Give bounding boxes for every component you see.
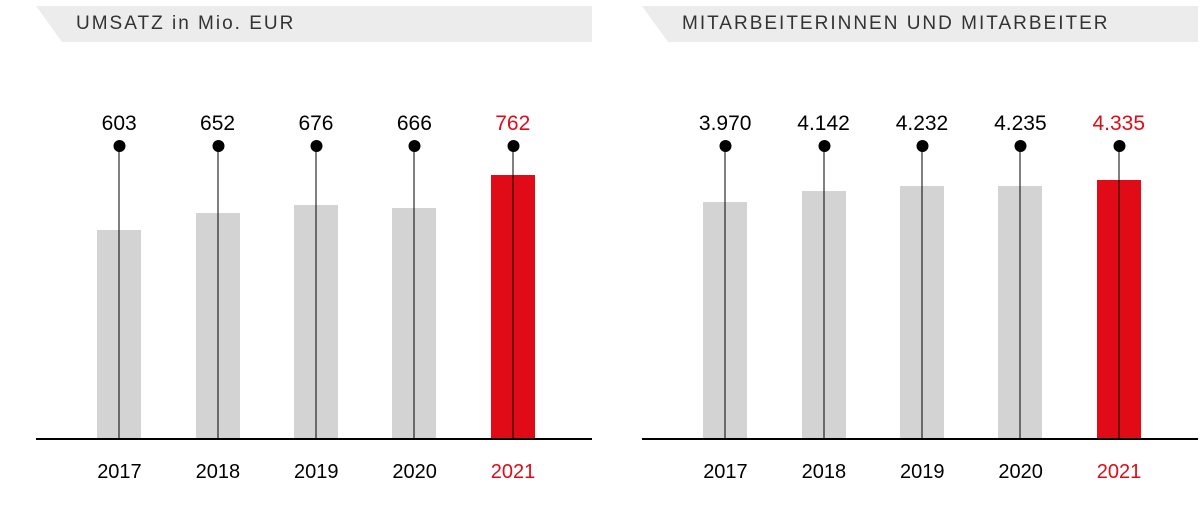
pin-dot-icon bbox=[916, 140, 928, 152]
chart-bars: 603 652 676 666 bbox=[50, 92, 582, 440]
pin-dot-icon bbox=[114, 140, 126, 152]
charts-container: UMSATZ in Mio. EUR 603 652 676 bbox=[0, 0, 1200, 518]
chart-title-banner: UMSATZ in Mio. EUR bbox=[36, 6, 592, 42]
chart-x-labels: 2017 2018 2019 2020 2021 bbox=[656, 461, 1188, 484]
chart-baseline bbox=[642, 438, 1198, 440]
x-axis-label: 2020 bbox=[998, 461, 1042, 484]
pin-dot-icon bbox=[720, 140, 732, 152]
bar-value-label: 666 bbox=[397, 112, 432, 136]
bar-value-label: 4.335 bbox=[1092, 112, 1145, 136]
value-pin bbox=[725, 146, 726, 440]
x-axis-label: 2019 bbox=[900, 461, 944, 484]
chart-plot-area: 3.970 4.142 4.232 4.235 bbox=[656, 92, 1188, 440]
bar-group: 4.335 bbox=[1097, 92, 1141, 440]
pin-dot-icon bbox=[1113, 140, 1125, 152]
pin-dot-icon bbox=[409, 140, 421, 152]
x-axis-label: 2019 bbox=[294, 461, 338, 484]
pin-dot-icon bbox=[1015, 140, 1027, 152]
bar-value-label: 652 bbox=[200, 112, 235, 136]
bar-group: 652 bbox=[196, 92, 240, 440]
x-axis-label: 2018 bbox=[196, 461, 240, 484]
bar-group: 676 bbox=[294, 92, 338, 440]
x-axis-label: 2020 bbox=[392, 461, 436, 484]
chart-title: MITARBEITERINNEN UND MITARBEITER bbox=[682, 13, 1109, 35]
bar-group: 4.142 bbox=[802, 92, 846, 440]
chart-mitarbeiter: MITARBEITERINNEN UND MITARBEITER 3.970 4… bbox=[606, 0, 1200, 518]
bar-group: 3.970 bbox=[703, 92, 747, 440]
chart-umsatz: UMSATZ in Mio. EUR 603 652 676 bbox=[0, 0, 594, 518]
value-pin bbox=[315, 146, 316, 440]
value-pin bbox=[217, 146, 218, 440]
chart-title-banner: MITARBEITERINNEN UND MITARBEITER bbox=[642, 6, 1198, 42]
value-pin bbox=[119, 146, 120, 440]
x-axis-label: 2018 bbox=[802, 461, 846, 484]
value-pin bbox=[823, 146, 824, 440]
bar-value-label: 4.235 bbox=[994, 112, 1047, 136]
bar-group: 4.235 bbox=[998, 92, 1042, 440]
x-axis-label: 2017 bbox=[97, 461, 141, 484]
bar-value-label: 676 bbox=[298, 112, 333, 136]
x-axis-label: 2017 bbox=[703, 461, 747, 484]
bar-group: 666 bbox=[392, 92, 436, 440]
pin-dot-icon bbox=[310, 140, 322, 152]
chart-x-labels: 2017 2018 2019 2020 2021 bbox=[50, 461, 582, 484]
bar-value-label: 762 bbox=[495, 112, 530, 136]
bar-value-label: 4.232 bbox=[896, 112, 949, 136]
bar-value-label: 603 bbox=[102, 112, 137, 136]
bar-group: 603 bbox=[97, 92, 141, 440]
chart-plot-area: 603 652 676 666 bbox=[50, 92, 582, 440]
chart-bars: 3.970 4.142 4.232 4.235 bbox=[656, 92, 1188, 440]
value-pin bbox=[512, 146, 513, 440]
pin-dot-icon bbox=[507, 140, 519, 152]
chart-title: UMSATZ in Mio. EUR bbox=[76, 13, 295, 35]
x-axis-label: 2021 bbox=[1097, 461, 1141, 484]
bar-value-label: 3.970 bbox=[699, 112, 752, 136]
pin-dot-icon bbox=[818, 140, 830, 152]
value-pin bbox=[921, 146, 922, 440]
bar-value-label: 4.142 bbox=[797, 112, 850, 136]
pin-dot-icon bbox=[212, 140, 224, 152]
bar-group: 4.232 bbox=[900, 92, 944, 440]
value-pin bbox=[1118, 146, 1119, 440]
bar-group: 762 bbox=[491, 92, 535, 440]
chart-baseline bbox=[36, 438, 592, 440]
value-pin bbox=[1020, 146, 1021, 440]
value-pin bbox=[414, 146, 415, 440]
x-axis-label: 2021 bbox=[491, 461, 535, 484]
